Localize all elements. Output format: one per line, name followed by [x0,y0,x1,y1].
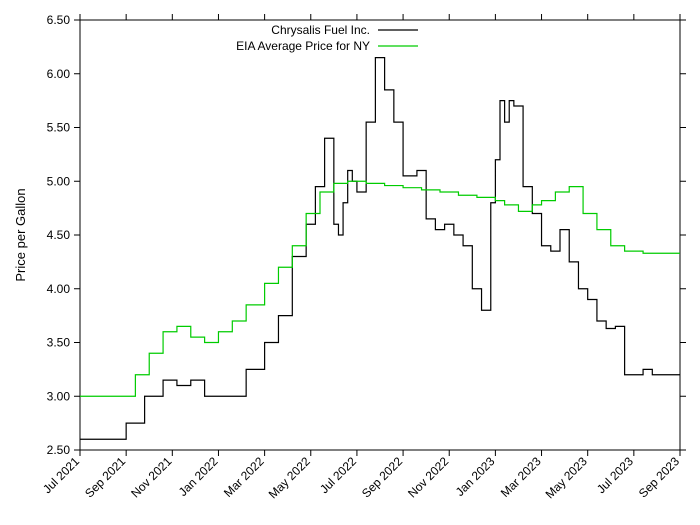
y-tick-label: 3.50 [47,336,71,350]
x-tick-label: Nov 2021 [128,454,174,500]
series-line [80,58,680,440]
x-tick-label: Sep 2023 [636,454,682,500]
x-tick-label: Mar 2023 [498,454,544,500]
chart-svg: 2.50 3.00 3.50 4.00 4.50 5.00 5.50 6.00 6.50 Pric… [0,0,700,525]
x-tick-label: Mar 2022 [221,454,267,500]
x-tick-label: Sep 2021 [82,454,128,500]
y-tick-label: 5.00 [47,174,71,188]
y-tick-label: 4.50 [47,228,71,242]
y-axis-label: Price per Gallon [13,188,28,281]
x-tick-label: Jan 2022 [176,454,221,499]
legend-label: EIA Average Price for NY [236,39,370,53]
x-tick-label: May 2023 [543,454,590,501]
legend-label: Chrysalis Fuel Inc. [271,23,370,37]
price-chart: 2.50 3.00 3.50 4.00 4.50 5.00 5.50 6.00 6.50 Pric… [0,0,700,525]
x-tick-label: Jan 2023 [453,454,498,499]
series-line [80,181,680,396]
x-tick-label: Nov 2022 [405,454,451,500]
y-tick-label: 5.50 [47,121,71,135]
y-tick-label: 2.50 [47,443,71,457]
x-tick-label: Jul 2022 [317,454,359,496]
y-tick-label: 4.00 [47,282,71,296]
y-tick-label: 3.00 [47,389,71,403]
y-tick-label: 6.50 [47,13,71,27]
x-tick-label: May 2022 [266,454,313,501]
y-tick-label: 6.00 [47,67,71,81]
x-tick-label: Jul 2021 [40,454,82,496]
x-tick-label: Sep 2022 [359,454,405,500]
x-tick-label: Jul 2023 [594,454,636,496]
